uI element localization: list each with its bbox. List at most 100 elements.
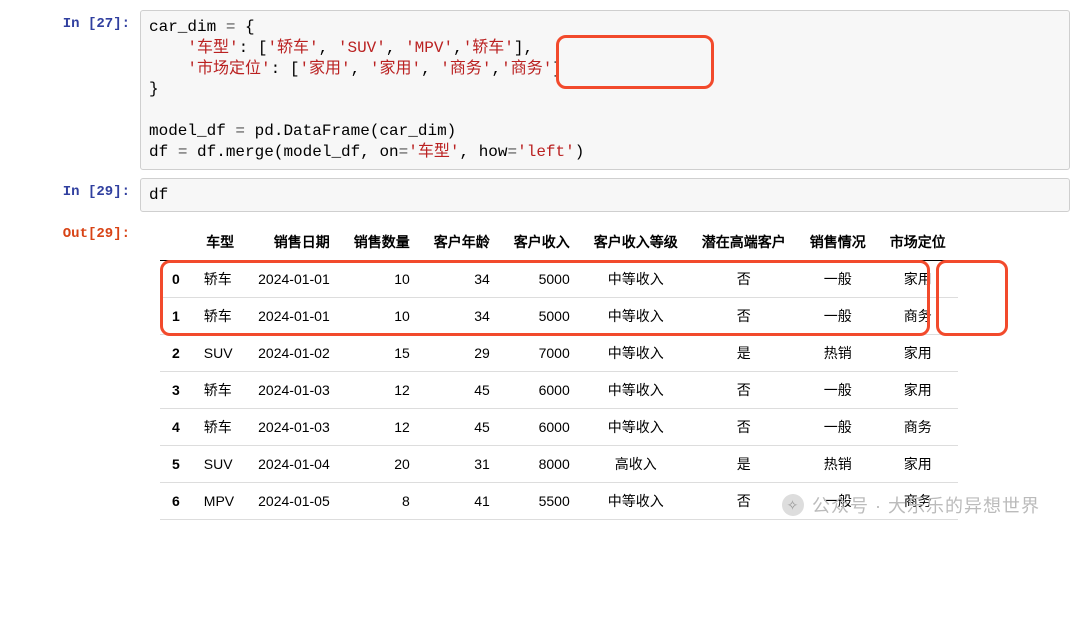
table-cell: 8000	[502, 446, 582, 483]
table-cell: 2024-01-01	[246, 298, 342, 335]
table-cell: 5000	[502, 261, 582, 298]
table-cell: 7000	[502, 335, 582, 372]
table-header: 客户收入	[502, 224, 582, 261]
table-cell: 2024-01-01	[246, 261, 342, 298]
table-cell: 20	[342, 446, 422, 483]
row-index: 0	[160, 261, 192, 298]
table-cell: SUV	[192, 335, 246, 372]
table-cell: SUV	[192, 446, 246, 483]
table-cell: 一般	[798, 261, 878, 298]
table-cell: 5000	[502, 298, 582, 335]
table-cell: 34	[422, 261, 502, 298]
table-cell: 家用	[878, 446, 958, 483]
table-cell: 2024-01-04	[246, 446, 342, 483]
table-cell: 轿车	[192, 372, 246, 409]
table-cell: 家用	[878, 261, 958, 298]
code-line: '市场定位': ['家用', '家用', '商务','商务']	[149, 59, 1061, 80]
code-line: df = df.merge(model_df, on='车型', how='le…	[149, 142, 1061, 163]
code-line: '车型': ['轿车', 'SUV', 'MPV','轿车'],	[149, 38, 1061, 59]
code-cell-29: In [29]: df	[10, 178, 1070, 213]
table-cell: 2024-01-03	[246, 372, 342, 409]
table-cell: 一般	[798, 483, 878, 520]
code-line	[149, 100, 1061, 121]
table-cell: 45	[422, 409, 502, 446]
code-line: }	[149, 79, 1061, 100]
table-cell: 轿车	[192, 261, 246, 298]
table-row: 2SUV2024-01-0215297000中等收入是热销家用	[160, 335, 958, 372]
table-cell: 商务	[878, 298, 958, 335]
table-cell: 是	[690, 335, 798, 372]
table-cell: 12	[342, 409, 422, 446]
table-header: 潜在高端客户	[690, 224, 798, 261]
row-index: 3	[160, 372, 192, 409]
table-cell: 中等收入	[582, 335, 690, 372]
table-cell: 10	[342, 261, 422, 298]
table-cell: 热销	[798, 335, 878, 372]
dataframe-table: 车型销售日期销售数量客户年龄客户收入客户收入等级潜在高端客户销售情况市场定位0轿…	[160, 224, 958, 520]
table-cell: 41	[422, 483, 502, 520]
table-cell: 6000	[502, 372, 582, 409]
table-cell: 2024-01-05	[246, 483, 342, 520]
table-cell: 否	[690, 409, 798, 446]
table-cell: 8	[342, 483, 422, 520]
table-cell: 5500	[502, 483, 582, 520]
code-input-27[interactable]: car_dim = { '车型': ['轿车', 'SUV', 'MPV','轿…	[140, 10, 1070, 170]
row-index: 4	[160, 409, 192, 446]
table-cell: 家用	[878, 372, 958, 409]
table-cell: 轿车	[192, 409, 246, 446]
table-header: 客户收入等级	[582, 224, 690, 261]
table-cell: 否	[690, 483, 798, 520]
row-index: 5	[160, 446, 192, 483]
prompt-in-29: In [29]:	[10, 178, 140, 200]
table-row: 5SUV2024-01-0420318000高收入是热销家用	[160, 446, 958, 483]
table-cell: 高收入	[582, 446, 690, 483]
output-29: 车型销售日期销售数量客户年龄客户收入客户收入等级潜在高端客户销售情况市场定位0轿…	[140, 220, 1070, 523]
table-cell: 中等收入	[582, 372, 690, 409]
code-line: df	[149, 185, 1061, 206]
code-cell-27: In [27]: car_dim = { '车型': ['轿车', 'SUV',…	[10, 10, 1070, 170]
table-cell: 6000	[502, 409, 582, 446]
output-cell-29: Out[29]: 车型销售日期销售数量客户年龄客户收入客户收入等级潜在高端客户销…	[10, 220, 1070, 523]
table-header: 市场定位	[878, 224, 958, 261]
prompt-out-29: Out[29]:	[10, 220, 140, 242]
table-row: 6MPV2024-01-058415500中等收入否一般商务	[160, 483, 958, 520]
table-cell: 商务	[878, 409, 958, 446]
table-header: 车型	[192, 224, 246, 261]
table-header: 客户年龄	[422, 224, 502, 261]
row-index: 6	[160, 483, 192, 520]
table-cell: 中等收入	[582, 261, 690, 298]
code-input-29[interactable]: df	[140, 178, 1070, 213]
table-cell: 家用	[878, 335, 958, 372]
table-cell: 中等收入	[582, 298, 690, 335]
table-row: 4轿车2024-01-0312456000中等收入否一般商务	[160, 409, 958, 446]
table-cell: 34	[422, 298, 502, 335]
table-header: 销售情况	[798, 224, 878, 261]
table-cell: 否	[690, 298, 798, 335]
table-cell: 否	[690, 372, 798, 409]
table-cell: 一般	[798, 409, 878, 446]
table-cell: 一般	[798, 372, 878, 409]
table-header: 销售数量	[342, 224, 422, 261]
table-cell: 热销	[798, 446, 878, 483]
row-index: 1	[160, 298, 192, 335]
table-cell: 轿车	[192, 298, 246, 335]
table-header: 销售日期	[246, 224, 342, 261]
row-index: 2	[160, 335, 192, 372]
table-cell: 是	[690, 446, 798, 483]
table-cell: 10	[342, 298, 422, 335]
code-line: car_dim = {	[149, 17, 1061, 38]
table-cell: 中等收入	[582, 483, 690, 520]
table-cell: 2024-01-03	[246, 409, 342, 446]
table-cell: 中等收入	[582, 409, 690, 446]
table-row: 0轿车2024-01-0110345000中等收入否一般家用	[160, 261, 958, 298]
table-cell: 否	[690, 261, 798, 298]
table-cell: 12	[342, 372, 422, 409]
table-cell: 商务	[878, 483, 958, 520]
table-corner	[160, 224, 192, 261]
prompt-in-27: In [27]:	[10, 10, 140, 32]
table-cell: 31	[422, 446, 502, 483]
table-cell: 45	[422, 372, 502, 409]
code-line: model_df = pd.DataFrame(car_dim)	[149, 121, 1061, 142]
table-cell: 15	[342, 335, 422, 372]
table-row: 1轿车2024-01-0110345000中等收入否一般商务	[160, 298, 958, 335]
